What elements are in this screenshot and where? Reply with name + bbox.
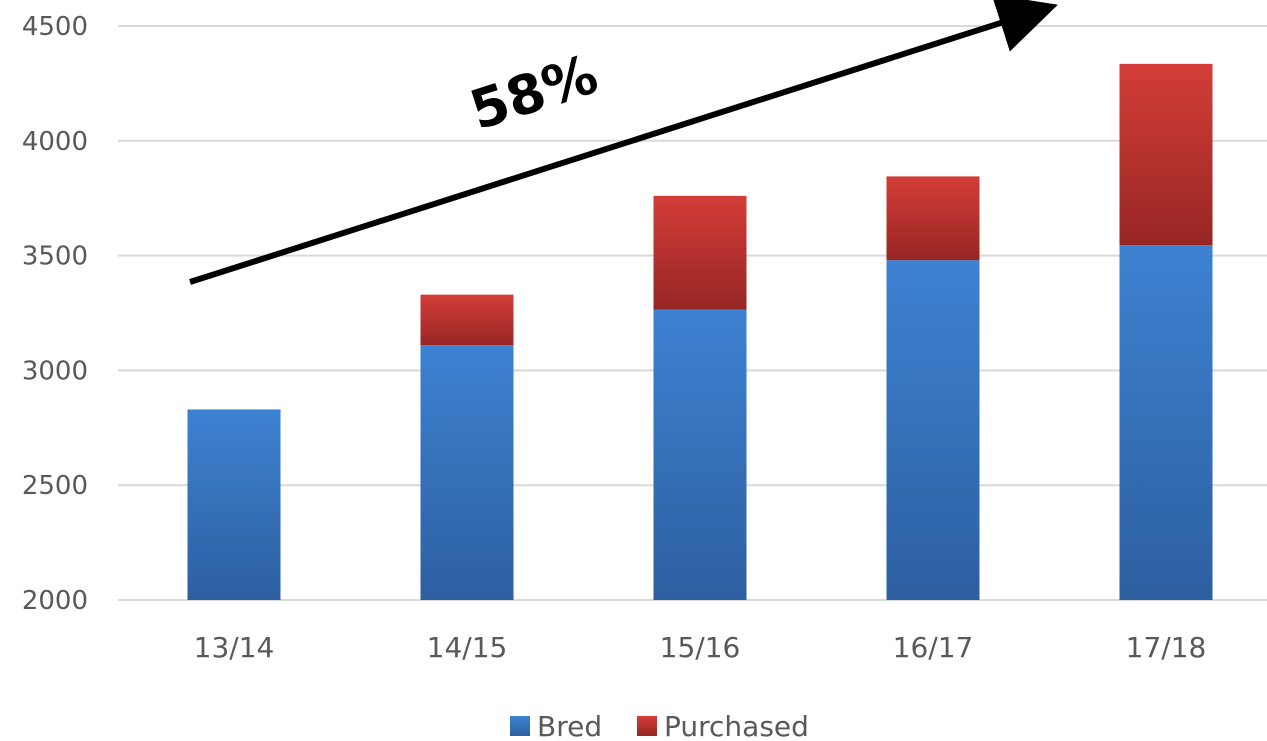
annotation-label: 58% [463,43,605,143]
bar-purchased-17-18 [1119,63,1213,246]
legend-swatch-purchased [637,716,657,736]
bar-bred-13-14 [187,409,281,600]
y-tick-label: 4500 [22,12,88,42]
bar-bred-17-18 [1119,245,1213,600]
trend-arrow [189,0,1058,285]
y-axis: 2000 2500 3000 3500 4000 4500 [22,12,88,616]
bars [187,63,1213,600]
bar-bred-15-16 [653,309,747,600]
x-tick-label: 13/14 [194,631,275,664]
y-tick-label: 2500 [22,471,88,501]
legend-label-purchased: Purchased [664,710,809,741]
legend-label-bred: Bred [537,710,602,741]
legend-swatch-bred [510,716,530,736]
x-tick-label: 14/15 [427,631,508,664]
y-tick-label: 2000 [22,586,88,616]
x-tick-label: 16/17 [893,631,974,664]
bar-purchased-14-15 [420,294,514,346]
y-tick-label: 3500 [22,242,88,272]
legend: Bred Purchased [510,710,809,741]
bar-bred-16-17 [886,260,980,600]
x-tick-label: 15/16 [660,631,741,664]
x-tick-label: 17/18 [1126,631,1207,664]
y-tick-label: 3000 [22,356,88,386]
bar-bred-14-15 [420,345,514,600]
bar-purchased-15-16 [653,195,747,310]
bar-purchased-16-17 [886,176,980,261]
y-tick-label: 4000 [22,127,88,157]
x-axis: 13/14 14/15 15/16 16/17 17/18 [194,631,1207,664]
